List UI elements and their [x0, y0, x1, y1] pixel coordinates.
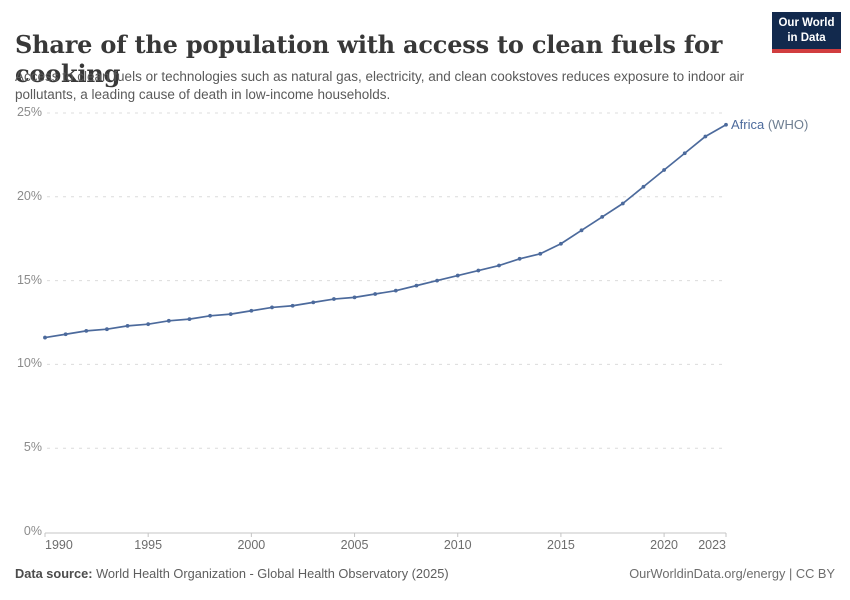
data-point[interactable]: [600, 215, 605, 219]
owid-logo-line2: in Data: [787, 31, 826, 44]
data-point[interactable]: [559, 241, 563, 246]
data-source-line: Data source: World Health Organization -…: [15, 566, 449, 581]
owid-logo[interactable]: Our World in Data: [772, 12, 841, 53]
data-point[interactable]: [43, 335, 47, 340]
data-point[interactable]: [435, 278, 439, 283]
data-point[interactable]: [497, 263, 501, 268]
x-axis-tick-label: 2000: [237, 538, 266, 552]
data-point[interactable]: [270, 305, 274, 310]
data-point[interactable]: [166, 318, 171, 323]
data-point[interactable]: [682, 151, 687, 156]
data-point[interactable]: [290, 303, 295, 308]
footer-separator: |: [785, 566, 796, 581]
y-axis-tick-label: 5%: [23, 440, 42, 455]
data-source-value: World Health Organization - Global Healt…: [92, 566, 449, 581]
data-point[interactable]: [703, 134, 708, 139]
data-point[interactable]: [373, 292, 378, 296]
data-point[interactable]: [579, 228, 584, 233]
x-axis-tick-label: 2020: [650, 538, 678, 552]
data-point[interactable]: [105, 327, 109, 332]
series-entity-name: Africa: [731, 116, 765, 132]
data-point[interactable]: [662, 168, 666, 172]
y-axis-tick-label: 15%: [16, 272, 42, 287]
y-axis-tick-label: 20%: [16, 188, 42, 203]
chart-footer: Data source: World Health Organization -…: [15, 566, 835, 581]
data-point[interactable]: [393, 288, 398, 293]
owid-logo-line1: Our World: [778, 17, 835, 30]
y-axis-tick-label: 10%: [16, 356, 42, 371]
series-label-africa[interactable]: Africa (WHO): [731, 117, 808, 132]
x-axis-tick-label: 2005: [340, 538, 369, 552]
data-point[interactable]: [352, 295, 357, 300]
data-point[interactable]: [228, 312, 233, 317]
data-point[interactable]: [517, 256, 522, 261]
x-axis-tick-label: 2010: [443, 538, 472, 552]
data-point[interactable]: [332, 297, 336, 301]
data-point[interactable]: [84, 328, 89, 333]
data-point[interactable]: [476, 268, 481, 273]
data-point[interactable]: [455, 273, 460, 278]
data-point[interactable]: [249, 308, 254, 313]
data-point[interactable]: [125, 323, 130, 328]
x-axis-tick-label: 1990: [45, 538, 73, 552]
license-link[interactable]: CC BY: [795, 566, 835, 581]
africa-series-line[interactable]: [44, 123, 727, 339]
y-axis-tick-label: 25%: [16, 105, 42, 119]
data-point[interactable]: [724, 122, 728, 127]
owid-url-link[interactable]: OurWorldinData.org/energy: [629, 566, 786, 581]
x-axis-tick-label: 2023: [698, 538, 726, 552]
data-point[interactable]: [187, 317, 192, 322]
data-point[interactable]: [538, 251, 543, 256]
y-axis-tick-label: 0%: [23, 524, 42, 538]
data-point[interactable]: [146, 322, 151, 327]
x-axis-tick-label: 2015: [547, 538, 575, 552]
x-axis-tick-label: 1995: [134, 538, 163, 552]
data-point[interactable]: [620, 201, 625, 206]
data-point[interactable]: [641, 184, 646, 189]
data-point[interactable]: [208, 313, 212, 318]
data-source-label: Data source:: [15, 566, 93, 581]
data-point[interactable]: [414, 283, 419, 288]
series-source-suffix: (WHO): [764, 116, 809, 132]
chart-subtitle: Access to clean fuels or technologies su…: [15, 68, 745, 103]
data-point[interactable]: [311, 300, 316, 305]
page-title: Share of the population with access to c…: [15, 30, 723, 89]
data-point[interactable]: [63, 332, 68, 337]
footer-links: OurWorldinData.org/energy | CC BY: [629, 566, 835, 581]
